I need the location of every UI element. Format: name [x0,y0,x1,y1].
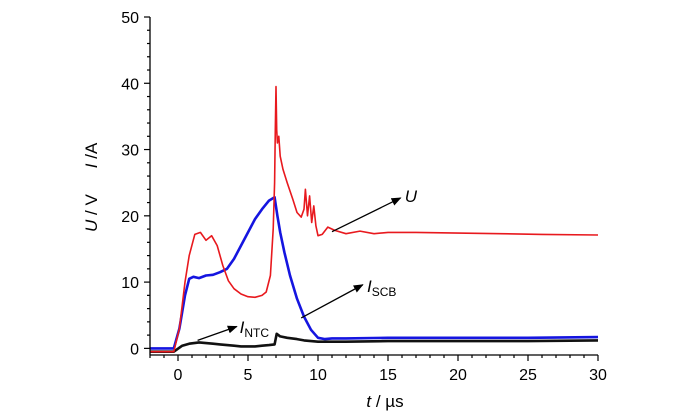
x-tick-label: 5 [244,367,253,384]
x-tick-label: 20 [449,367,467,384]
series-layer [150,85,599,354]
x-tick-label: 15 [379,367,397,384]
annotation-label: ISCB [367,277,396,299]
x-tick-label: 30 [589,367,607,384]
annotation-arrow [300,284,364,319]
x-tick-label: 25 [519,367,537,384]
y-tick-label: 30 [121,143,139,160]
series-line-i-scb [150,196,599,350]
y-ticks: 0 10 20 30 40 50 [121,10,150,358]
x-ticks: 0 5 10 15 20 25 30 [149,355,607,384]
y-axis-title: U / VI /A [82,142,101,232]
annotation-label: U [405,187,418,206]
annotation-label: INTC [240,318,270,340]
series-line-i-ntc [150,332,599,354]
annotation-arrow [331,197,402,233]
series-line-u [150,85,599,353]
y-tick-label: 40 [121,76,139,93]
x-tick-label: 0 [174,367,183,384]
x-tick-label: 10 [309,367,327,384]
y-tick-label: 0 [130,341,139,358]
annotations: U ISCB INTC [197,187,418,342]
annotation-arrow [197,325,238,342]
axes-layer [149,17,598,356]
y-tick-label: 20 [121,209,139,226]
x-axis-title: t / µs [366,392,403,411]
y-tick-label: 50 [121,10,139,27]
y-tick-label: 10 [121,275,139,292]
